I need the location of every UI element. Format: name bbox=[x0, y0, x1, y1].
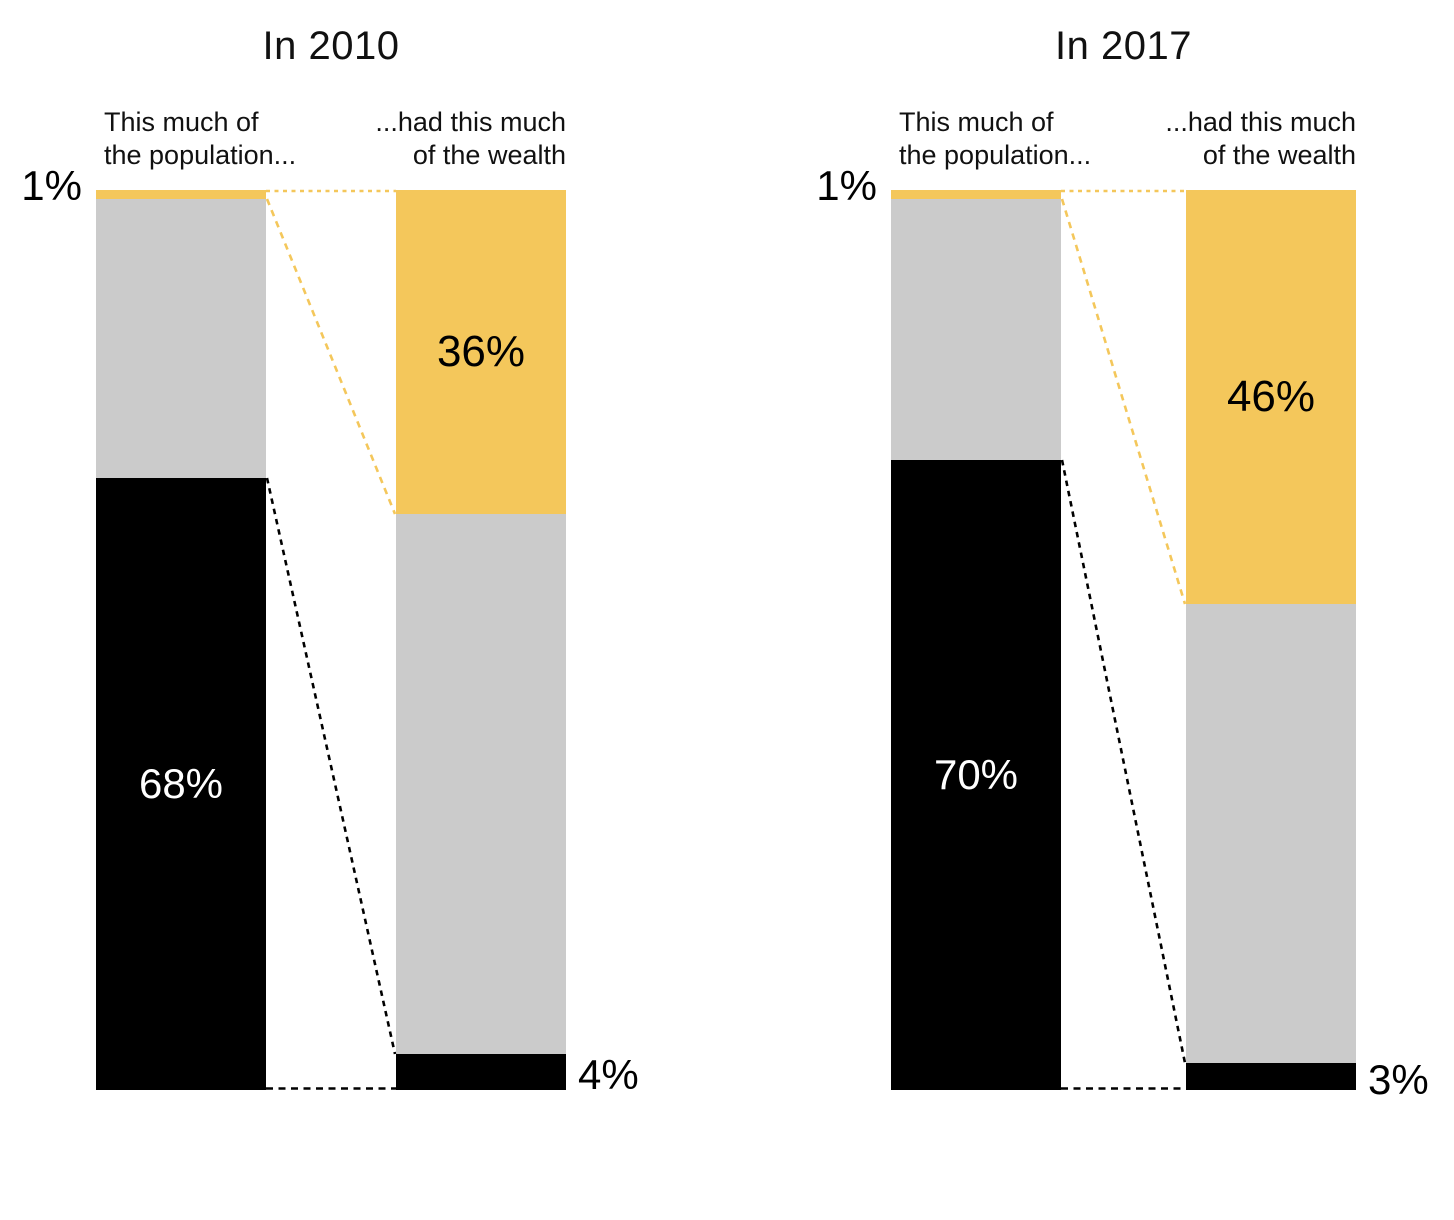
wealth-column-label-line2: of the wealth bbox=[412, 140, 566, 170]
population-top1-segment bbox=[891, 190, 1061, 199]
wealth-column-label-line1: ...had this much bbox=[1165, 107, 1356, 137]
population-bottom-label: 70% bbox=[933, 751, 1019, 798]
connector-lines bbox=[265, 189, 397, 1090]
population-column-label: This much of the population... bbox=[899, 106, 1091, 172]
population-bottom-segment bbox=[96, 478, 266, 1090]
wealth-column-label: ...had this much of the wealth bbox=[1036, 106, 1356, 172]
bottom-diagonal-connector-line bbox=[1060, 459, 1187, 1064]
population-column-label: This much of the population... bbox=[104, 106, 296, 172]
population-top1-label: 1% bbox=[21, 162, 82, 209]
wealth-bar bbox=[1186, 190, 1356, 1090]
wealth-bottom-segment bbox=[1186, 1063, 1356, 1090]
population-column-label-line2: the population... bbox=[104, 140, 297, 170]
wealth-bar bbox=[396, 190, 566, 1090]
population-bottom-label: 68% bbox=[138, 760, 224, 807]
population-top1-label: 1% bbox=[816, 162, 877, 209]
wealth-top1-label: 46% bbox=[1226, 372, 1316, 421]
population-column-label-line1: This much of bbox=[104, 107, 259, 137]
wealth-top1-segment bbox=[1186, 190, 1356, 604]
population-bar bbox=[96, 190, 266, 1090]
population-middle-segment bbox=[96, 199, 266, 478]
wealth-middle-segment bbox=[1186, 604, 1356, 1063]
wealth-bottom-label: 3% bbox=[1368, 1055, 1429, 1103]
wealth-middle-segment bbox=[396, 514, 566, 1054]
population-bottom-segment bbox=[891, 460, 1061, 1090]
population-column-label-line1: This much of bbox=[899, 107, 1054, 137]
wealth-bottom-segment bbox=[396, 1054, 566, 1090]
chart-title: In 2010 bbox=[262, 24, 400, 68]
wealth-top1-label: 36% bbox=[436, 327, 526, 376]
wealth-column-label-line2: of the wealth bbox=[1202, 140, 1356, 170]
wealth-column-label: ...had this much of the wealth bbox=[246, 106, 566, 172]
chart-title: In 2017 bbox=[1055, 24, 1192, 68]
wealth-column-label-line1: ...had this much bbox=[375, 107, 566, 137]
wealth-bottom-label: 4% bbox=[578, 1051, 639, 1098]
top1-diagonal-connector-line bbox=[1060, 198, 1187, 605]
wealth-top1-segment bbox=[396, 190, 566, 514]
population-middle-segment bbox=[891, 199, 1061, 460]
population-top1-segment bbox=[96, 190, 266, 199]
population-bar bbox=[891, 190, 1061, 1090]
bottom-diagonal-connector-line bbox=[265, 477, 397, 1055]
connector-lines bbox=[1060, 189, 1187, 1090]
population-column-label-line2: the population... bbox=[899, 140, 1092, 170]
top1-diagonal-connector-line bbox=[265, 198, 397, 515]
